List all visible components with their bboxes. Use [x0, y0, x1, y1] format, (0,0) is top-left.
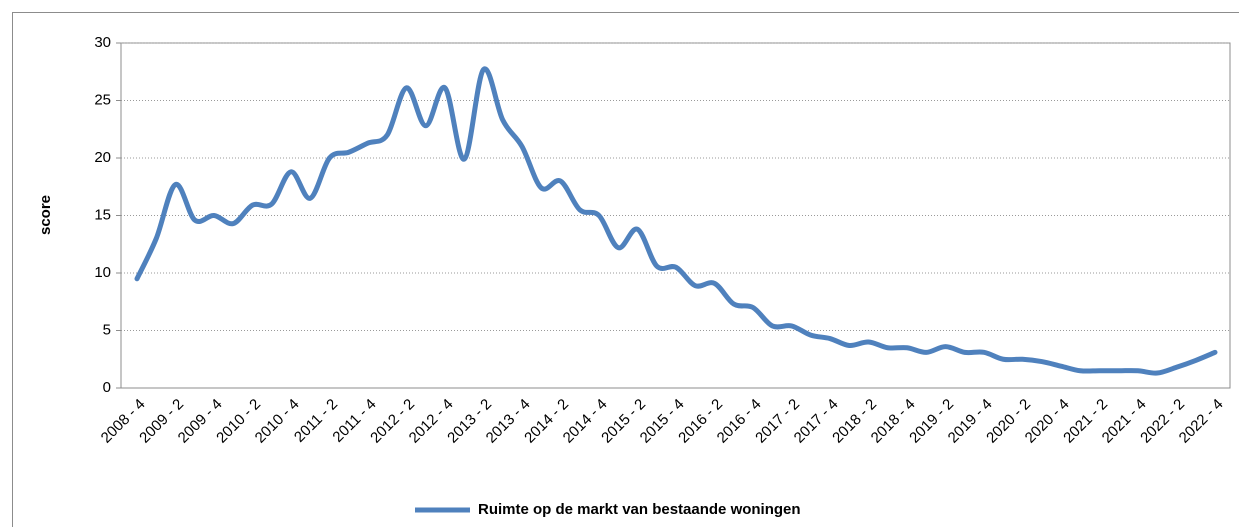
- y-axis-label: score: [37, 195, 54, 235]
- y-tick-label: 10: [94, 264, 111, 281]
- y-tick-label: 20: [94, 149, 111, 166]
- y-tick-label: 5: [103, 321, 111, 338]
- y-tick-label: 25: [94, 91, 111, 108]
- line-series: [134, 66, 1218, 376]
- y-tick-label: 30: [94, 34, 111, 51]
- y-tick-label: 0: [103, 379, 111, 396]
- chart-frame: [12, 12, 1239, 527]
- legend-label: Ruimte op de markt van bestaande woninge…: [478, 501, 801, 518]
- y-tick-label: 15: [94, 206, 111, 223]
